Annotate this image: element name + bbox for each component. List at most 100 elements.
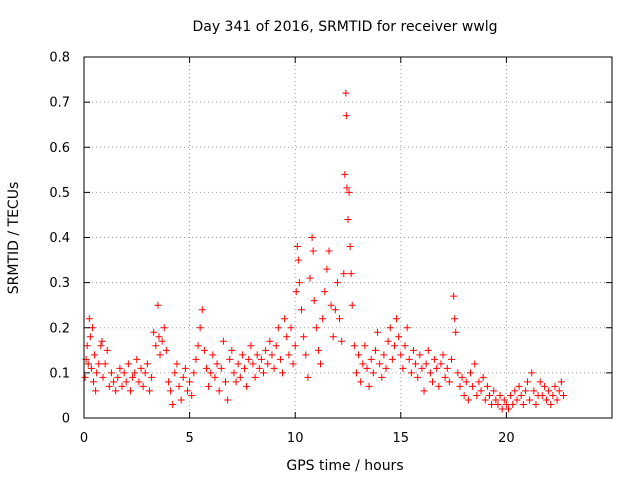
data-point <box>291 342 299 350</box>
data-point <box>173 360 181 368</box>
data-point <box>93 369 101 377</box>
data-point <box>183 387 191 395</box>
data-point <box>338 337 346 345</box>
data-point <box>260 369 268 377</box>
data-point <box>498 405 506 413</box>
data-point <box>407 369 415 377</box>
data-point <box>509 400 517 408</box>
data-point <box>85 315 93 323</box>
data-point <box>549 391 557 399</box>
data-point <box>274 324 282 332</box>
data-point <box>447 355 455 363</box>
data-point <box>266 337 274 345</box>
y-tick-label: 0.8 <box>49 51 70 66</box>
data-point <box>333 279 341 287</box>
data-point <box>129 373 137 381</box>
data-point <box>264 360 272 368</box>
data-point <box>511 387 519 395</box>
data-point <box>179 373 187 381</box>
data-point <box>483 382 491 390</box>
data-point <box>376 360 384 368</box>
data-point <box>530 387 538 395</box>
y-tick-label: 0.7 <box>49 96 70 111</box>
data-point <box>95 360 103 368</box>
data-point <box>234 360 242 368</box>
data-point <box>141 369 149 377</box>
data-point <box>222 378 230 386</box>
data-point <box>124 360 132 368</box>
data-point <box>110 378 118 386</box>
data-point <box>395 333 403 341</box>
data-point <box>361 342 369 350</box>
data-point <box>382 364 390 372</box>
data-point <box>416 351 424 359</box>
data-point <box>336 315 344 323</box>
data-point <box>521 387 529 395</box>
data-point <box>245 355 253 363</box>
data-point <box>365 382 373 390</box>
data-point <box>452 328 460 336</box>
data-point <box>314 346 322 354</box>
data-point <box>524 378 532 386</box>
data-point <box>243 382 251 390</box>
data-point <box>496 391 504 399</box>
data-point <box>154 301 162 309</box>
data-point <box>422 360 430 368</box>
data-point <box>475 378 483 386</box>
data-point <box>312 324 320 332</box>
data-point <box>226 355 234 363</box>
data-point <box>238 351 246 359</box>
data-point <box>81 373 89 381</box>
data-point <box>306 274 314 282</box>
y-tick-label: 0.1 <box>49 366 70 381</box>
y-tick-label: 0.3 <box>49 276 70 291</box>
x-tick-labels: 0 5 10 15 20 <box>80 431 515 446</box>
data-point <box>409 346 417 354</box>
data-point <box>363 364 371 372</box>
data-point <box>486 391 494 399</box>
data-point <box>439 351 447 359</box>
y-tick-label: 0.5 <box>49 186 70 201</box>
data-point <box>120 369 128 377</box>
data-point <box>479 373 487 381</box>
x-tick-label: 0 <box>80 431 88 446</box>
data-point <box>241 364 249 372</box>
data-point <box>232 378 240 386</box>
data-point <box>553 396 561 404</box>
data-point <box>171 369 179 377</box>
data-point <box>460 391 468 399</box>
data-point <box>224 396 232 404</box>
data-point <box>505 405 513 413</box>
data-point <box>559 391 567 399</box>
data-point <box>293 243 301 251</box>
data-point <box>374 328 382 336</box>
data-point <box>249 360 257 368</box>
data-point <box>118 382 126 390</box>
x-tick-label: 5 <box>185 431 193 446</box>
data-point <box>401 342 409 350</box>
data-point <box>371 346 379 354</box>
data-point <box>519 400 527 408</box>
data-point <box>477 387 485 395</box>
y-tick-label: 0.6 <box>49 141 70 156</box>
data-point <box>359 360 367 368</box>
data-point <box>236 373 244 381</box>
y-axis-label: SRMTID / TECUs <box>6 182 22 295</box>
data-point <box>551 382 559 390</box>
data-point <box>342 89 350 97</box>
data-point <box>300 333 308 341</box>
chart-title: Day 341 of 2016, SRMTID for receiver wwl… <box>192 19 497 35</box>
data-point <box>114 373 122 381</box>
data-point <box>169 400 177 408</box>
data-point <box>352 369 360 377</box>
data-point <box>211 373 219 381</box>
data-point <box>345 188 353 196</box>
data-point <box>464 396 472 404</box>
data-point <box>310 297 318 305</box>
data-point <box>309 247 317 255</box>
data-point <box>196 324 204 332</box>
data-point <box>281 315 289 323</box>
data-point <box>327 301 335 309</box>
data-point <box>257 355 265 363</box>
data-point <box>152 342 160 350</box>
